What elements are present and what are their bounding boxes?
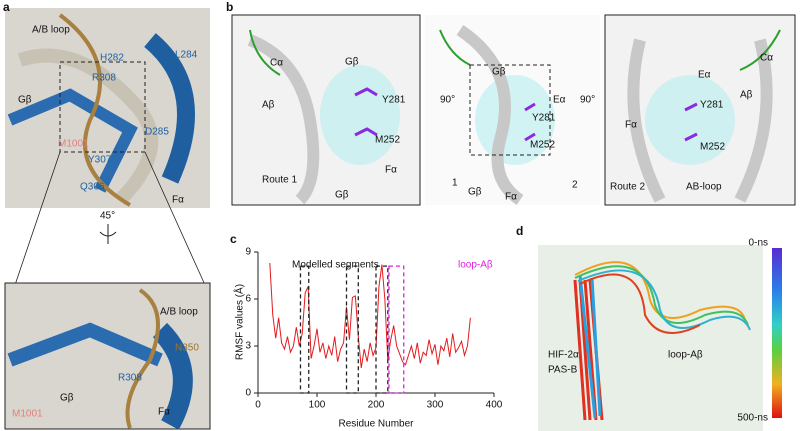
label: M252 [375, 135, 400, 146]
helix [144, 33, 195, 184]
label: M252 [700, 142, 725, 153]
residue [354, 87, 698, 142]
panel-d: d HIF-2α PAS-B loop-Aβ 0-ns 500-ns [516, 224, 782, 431]
label: Fα [385, 165, 397, 176]
x-tick-label: 300 [427, 400, 444, 411]
y-tick-label: 9 [245, 247, 251, 258]
label: A/B loop [160, 307, 198, 318]
label: Gβ [468, 187, 482, 198]
cavity [320, 65, 400, 165]
label: R308 [118, 373, 142, 384]
label: 2 [572, 180, 578, 191]
annotation: Modelled segments [292, 260, 379, 271]
loop [58, 13, 132, 207]
x-tick-label: 100 [309, 400, 326, 411]
strand [573, 279, 604, 421]
label: Y281 [700, 100, 724, 111]
label: Route 1 [262, 175, 297, 186]
ribbon [247, 34, 320, 205]
line [269, 262, 471, 369]
zoom-box [469, 64, 551, 156]
panel-a: a A/B loop H282 L284 R308 Gβ D285 M1001 … [3, 0, 211, 430]
label: Cα [760, 53, 773, 64]
label: M1001 [12, 409, 43, 420]
x-tick-label: 200 [368, 400, 385, 411]
region-box [375, 265, 389, 394]
label: AB-loop [686, 182, 722, 193]
label: Eα [698, 70, 711, 81]
panel-label: c [230, 232, 237, 246]
label: Route 2 [610, 182, 645, 193]
label: A/B loop [32, 25, 70, 36]
label: D285 [145, 127, 169, 138]
y-tick-label: 3 [245, 341, 251, 352]
label: Gβ [492, 67, 506, 78]
label: 90° [440, 95, 455, 106]
y-tick-label: 0 [245, 388, 251, 399]
ribbon [627, 38, 773, 203]
panel-b: b Cα Aβ Gβ Y281 M252 Route 1 Gβ Fα 90° 9… [226, 0, 796, 206]
helix [152, 322, 193, 430]
label: Gβ [18, 95, 32, 106]
strand [578, 274, 602, 419]
label: Gβ [60, 393, 74, 404]
region-box [388, 265, 405, 394]
label: Y281 [532, 113, 556, 124]
panel-c: c Residue Number RMSF values (Å) Modelle… [230, 232, 503, 429]
zoom-line [14, 151, 61, 286]
label: PAS-B [548, 365, 578, 376]
colorbar-label: 500-ns [737, 413, 768, 424]
label: M1001 [58, 139, 89, 150]
ribbon [17, 48, 159, 205]
colorbar [772, 248, 782, 418]
label: Y281 [382, 95, 406, 106]
loop [125, 288, 160, 429]
label: Aβ [262, 100, 275, 111]
colorbar-label: 0-ns [749, 238, 768, 249]
zoom-box [59, 61, 146, 153]
label: Fα [625, 120, 637, 131]
panel-label: d [516, 224, 523, 238]
y-tick-label: 6 [245, 294, 251, 305]
x-axis-label: Residue Number [338, 419, 414, 430]
y-axis-label: RMSF values (Å) [233, 284, 246, 360]
x-tick-label: 400 [486, 400, 503, 411]
region-box [345, 265, 359, 394]
label: Q306 [80, 182, 105, 193]
label: Fα [158, 407, 170, 418]
label: Gβ [345, 57, 359, 68]
label: HIF-2α [548, 350, 579, 361]
label: Fα [505, 192, 517, 203]
panel-label: b [226, 0, 233, 14]
label: Y307 [88, 155, 112, 166]
ribbon [456, 25, 524, 205]
ribbon [7, 322, 163, 367]
label: loop-Aβ [668, 350, 703, 361]
label: 90° [580, 95, 595, 106]
label: H282 [100, 53, 124, 64]
label: M252 [530, 140, 555, 151]
route-arrow [249, 29, 781, 76]
label: R308 [92, 73, 116, 84]
trajectory [577, 269, 751, 331]
annotation: loop-Aβ [458, 260, 493, 271]
ribbon [7, 88, 138, 193]
label: Aβ [740, 90, 753, 101]
trajectory-image [538, 245, 763, 431]
label: N350 [175, 343, 199, 354]
label: Fα [172, 195, 184, 206]
label: Gβ [335, 190, 349, 201]
region-box [299, 265, 310, 394]
label: Cα [270, 58, 283, 69]
label: Eα [553, 95, 566, 106]
zoom-line [144, 151, 206, 286]
label: L284 [175, 50, 198, 61]
panel-label: a [3, 0, 10, 14]
x-tick-label: 0 [255, 400, 261, 411]
label: 1 [452, 178, 458, 189]
rotation: 45° [100, 211, 115, 222]
trajectory [579, 273, 701, 334]
cavity [645, 75, 735, 165]
